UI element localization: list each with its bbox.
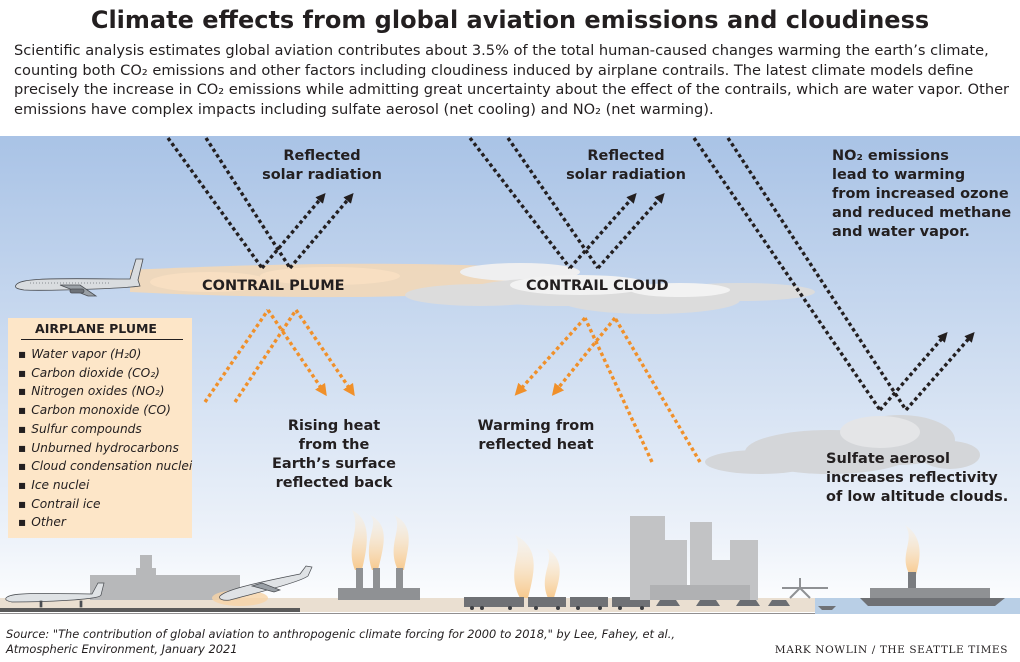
factory-icon xyxy=(338,510,420,600)
low-altitude-cloud xyxy=(705,415,980,474)
rising-heat-label: Rising heat from the Earth’s surface ref… xyxy=(272,418,396,491)
intro-paragraph: Scientific analysis estimates global avi… xyxy=(14,42,1010,118)
airplane-plume-legend: AIRPLANE PLUME Water vapor (H₂0) Carbon … xyxy=(8,318,192,538)
train-icon xyxy=(464,535,650,610)
source-note: Source: "The contribution of global avia… xyxy=(6,627,675,656)
legend-item: Contrail ice xyxy=(18,495,192,514)
legend-item: Ice nuclei xyxy=(18,476,192,495)
legend-divider xyxy=(21,339,183,340)
legend-item: Carbon monoxide (CO) xyxy=(18,401,192,420)
airplane-icon xyxy=(5,582,105,608)
runway xyxy=(0,608,300,612)
page-title: Climate effects from global aviation emi… xyxy=(90,6,930,34)
airplane-icon xyxy=(15,258,144,297)
legend-list: Water vapor (H₂0) Carbon dioxide (CO₂) N… xyxy=(18,345,192,532)
legend-item: Carbon dioxide (CO₂) xyxy=(18,364,192,383)
sulfate-label: Sulfate aerosol increases reflectivity o… xyxy=(826,451,1009,505)
airplane-takeoff-icon xyxy=(212,565,313,606)
ship-icon xyxy=(818,525,1005,610)
crane-icon xyxy=(782,578,828,599)
contrail-cloud xyxy=(405,263,815,314)
legend-item: Sulfur compounds xyxy=(18,420,192,439)
building-icon xyxy=(630,516,758,600)
legend-item: Cloud condensation nuclei xyxy=(18,457,192,476)
legend-item: Other xyxy=(18,513,192,532)
no2-label: NO₂ emissions lead to warming from incre… xyxy=(832,148,1012,240)
credit-line: MARK NOWLIN / THE SEATTLE TIMES xyxy=(774,644,1008,656)
legend-title: AIRPLANE PLUME xyxy=(35,321,157,336)
contrail-plume-label: CONTRAIL PLUME xyxy=(202,278,345,294)
reflected-solar-label-1: Reflected solar radiation xyxy=(262,148,382,183)
reflected-solar-label-2: Reflected solar radiation xyxy=(566,148,686,183)
warming-label: Warming from reflected heat xyxy=(477,418,595,453)
heat-arrows xyxy=(203,309,702,463)
legend-item: Unburned hydrocarbons xyxy=(18,439,192,458)
legend-item: Water vapor (H₂0) xyxy=(18,345,192,364)
car-icon xyxy=(656,600,790,606)
contrail-cloud-label: CONTRAIL CLOUD xyxy=(526,278,669,294)
solar-radiation-arrows xyxy=(166,136,975,412)
legend-item: Nitrogen oxides (NO₂) xyxy=(18,382,192,401)
